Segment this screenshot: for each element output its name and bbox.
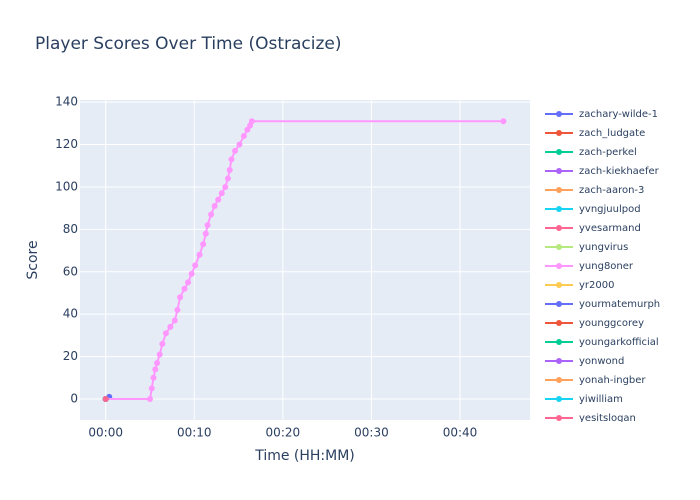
data-point [148, 385, 155, 392]
legend-label[interactable]: yvesarmand [579, 223, 641, 234]
legend-marker[interactable] [556, 301, 562, 307]
legend-label[interactable]: yvngjuulpod [579, 204, 641, 215]
data-point [222, 183, 229, 190]
legend-marker[interactable] [556, 282, 562, 288]
data-point [185, 279, 192, 286]
x-tick-label: 00:40 [443, 426, 478, 440]
legend-marker[interactable] [556, 415, 562, 421]
legend-label[interactable]: yonwond [579, 356, 624, 367]
y-axis-title: Score [25, 240, 41, 279]
legend-label[interactable]: youngarkofficial [579, 337, 659, 348]
legend-marker[interactable] [556, 130, 562, 136]
y-tick-label: 120 [55, 137, 78, 151]
data-point [232, 147, 239, 154]
legend-label[interactable]: younggcorey [579, 318, 644, 329]
y-tick-label: 140 [55, 95, 78, 109]
data-point [150, 374, 157, 381]
legend-label[interactable]: zach-aaron-3 [579, 185, 644, 196]
grid [80, 100, 530, 420]
legend-marker[interactable] [556, 377, 562, 383]
data-point [162, 330, 169, 337]
legend-marker[interactable] [556, 339, 562, 345]
y-tick-label: 80 [63, 222, 78, 236]
legend-label[interactable]: yiwilliam [579, 394, 623, 405]
legend-label[interactable]: yesitslogan [579, 413, 636, 424]
data-point [218, 190, 225, 197]
data-point [146, 396, 153, 403]
data-point [171, 317, 178, 324]
y-tick-label: 60 [63, 264, 78, 278]
data-point [154, 359, 161, 366]
x-tick-label: 00:00 [88, 426, 123, 440]
legend-label[interactable]: zach-perkel [579, 147, 637, 158]
legend-marker[interactable] [556, 225, 562, 231]
data-point [224, 175, 231, 182]
data-point [204, 222, 211, 229]
legend-label[interactable]: yourmatemurph [579, 299, 660, 310]
legend-label[interactable]: yr2000 [579, 280, 614, 291]
data-point [102, 396, 109, 403]
x-axis-title: Time (HH:MM) [254, 448, 355, 464]
data-point [188, 270, 195, 277]
legend-marker[interactable] [556, 168, 562, 174]
x-tick-label: 00:30 [354, 426, 389, 440]
y-tick-label: 20 [63, 349, 78, 363]
data-point [208, 211, 215, 218]
plot-background [80, 100, 530, 420]
data-point [159, 340, 166, 347]
data-point [228, 156, 235, 163]
legend-marker[interactable] [556, 187, 562, 193]
legend-marker[interactable] [556, 320, 562, 326]
chart-title: Player Scores Over Time (Ostracize) [35, 34, 342, 54]
data-point [156, 351, 163, 358]
data-point [215, 196, 222, 203]
y-tick-label: 0 [70, 392, 78, 406]
legend-marker[interactable] [556, 206, 562, 212]
data-point [226, 166, 233, 173]
legend-marker[interactable] [556, 244, 562, 250]
data-point [211, 203, 218, 210]
legend[interactable]: zachary-wilde-1 zach_ludgate zach-perkel za… [545, 109, 660, 424]
data-point [181, 285, 188, 292]
y-tick-label: 100 [55, 179, 78, 193]
legend-marker[interactable] [556, 358, 562, 364]
legend-label[interactable]: zach-kiekhaefer [579, 166, 660, 177]
data-point [236, 141, 243, 148]
legend-label[interactable]: zachary-wilde-1 [579, 109, 658, 120]
data-point [192, 262, 199, 269]
legend-marker[interactable] [556, 263, 562, 269]
y-tick-label: 40 [63, 307, 78, 321]
x-tick-label: 00:20 [266, 426, 301, 440]
data-point [248, 118, 255, 125]
legend-label[interactable]: zach_ludgate [579, 128, 645, 139]
data-point [167, 323, 174, 330]
x-tick-label: 00:10 [177, 426, 212, 440]
data-point [240, 133, 247, 140]
legend-label[interactable]: yung8oner [579, 261, 634, 272]
legend-label[interactable]: yonah-ingber [579, 375, 646, 386]
data-point [174, 306, 181, 313]
data-point [202, 230, 209, 237]
legend-marker[interactable] [556, 111, 562, 117]
data-point [200, 241, 207, 248]
data-point [500, 118, 507, 125]
legend-marker[interactable] [556, 396, 562, 402]
legend-label[interactable]: yungvirus [579, 242, 628, 253]
plot-area [102, 118, 507, 403]
legend-marker[interactable] [556, 149, 562, 155]
data-point [152, 366, 159, 373]
data-point [177, 294, 184, 301]
data-point [196, 251, 203, 258]
